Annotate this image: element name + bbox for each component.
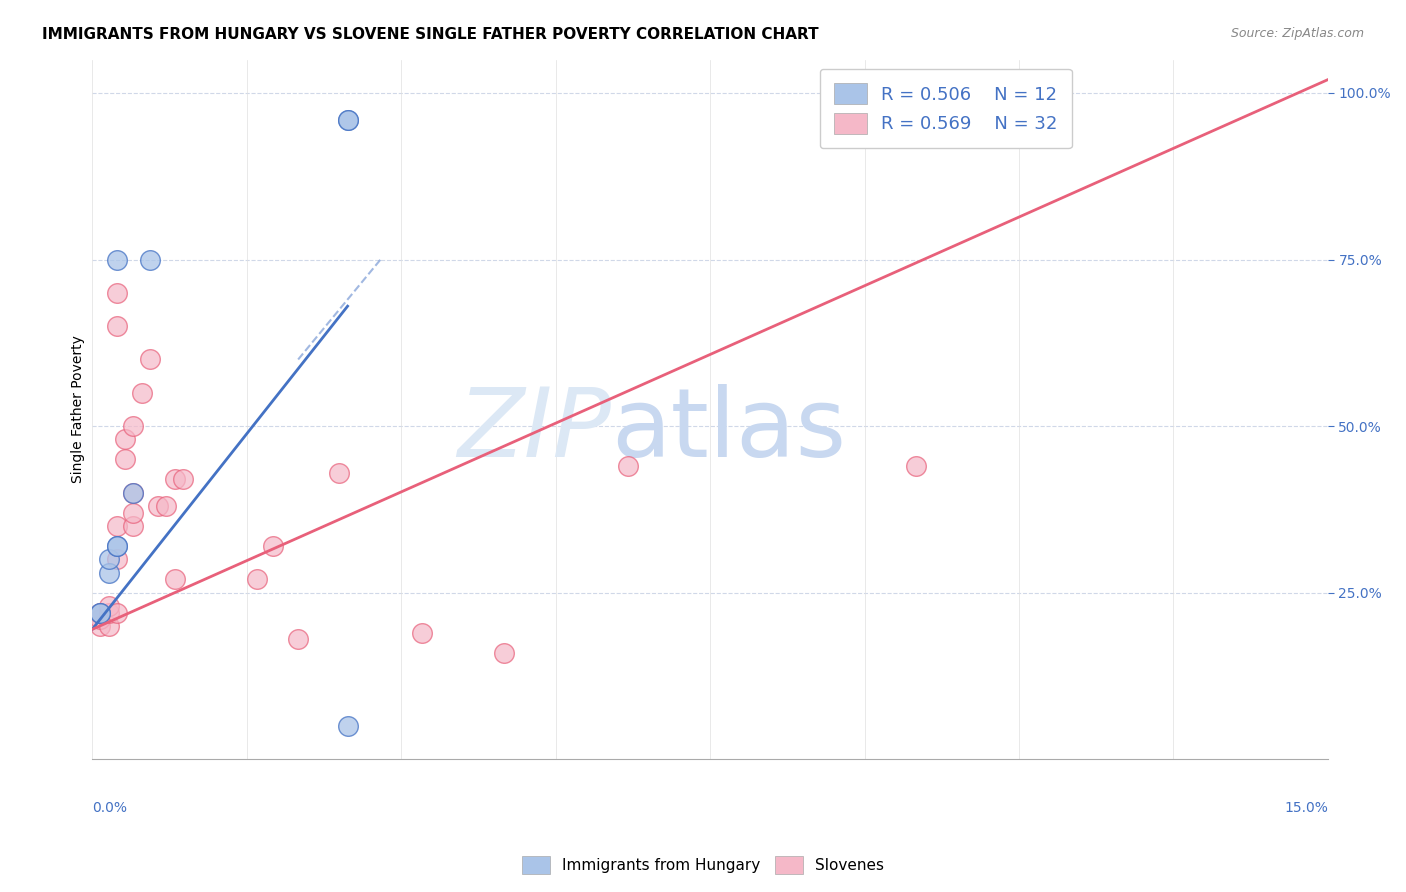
Text: 0.0%: 0.0% <box>93 801 127 815</box>
Point <box>97 606 120 620</box>
Point <box>89 606 111 620</box>
Point <box>97 552 120 566</box>
Point <box>494 646 516 660</box>
Point <box>411 625 433 640</box>
Point <box>105 252 128 267</box>
Point <box>89 619 111 633</box>
Y-axis label: Single Father Poverty: Single Father Poverty <box>72 335 86 483</box>
Point <box>262 539 284 553</box>
Text: Source: ZipAtlas.com: Source: ZipAtlas.com <box>1230 27 1364 40</box>
Text: ZIP: ZIP <box>457 384 612 477</box>
Point <box>89 612 111 626</box>
Point <box>105 539 128 553</box>
Legend: R = 0.506    N = 12, R = 0.569    N = 32: R = 0.506 N = 12, R = 0.569 N = 32 <box>820 69 1071 148</box>
Legend: Immigrants from Hungary, Slovenes: Immigrants from Hungary, Slovenes <box>516 850 890 880</box>
Point <box>122 506 145 520</box>
Point <box>114 452 136 467</box>
Point <box>122 485 145 500</box>
Point <box>122 419 145 434</box>
Point <box>105 539 128 553</box>
Point <box>89 606 111 620</box>
Point <box>172 472 194 486</box>
Point <box>163 472 186 486</box>
Point <box>287 632 309 647</box>
Point <box>155 499 177 513</box>
Point <box>114 433 136 447</box>
Point <box>146 499 169 513</box>
Text: IMMIGRANTS FROM HUNGARY VS SLOVENE SINGLE FATHER POVERTY CORRELATION CHART: IMMIGRANTS FROM HUNGARY VS SLOVENE SINGL… <box>42 27 818 42</box>
Point <box>97 566 120 580</box>
Point <box>105 606 128 620</box>
Point <box>328 466 350 480</box>
Point <box>97 619 120 633</box>
Point <box>246 573 269 587</box>
Point <box>105 552 128 566</box>
Point <box>105 319 128 334</box>
Text: atlas: atlas <box>612 384 846 477</box>
Point <box>336 112 359 127</box>
Point <box>905 459 928 474</box>
Text: 15.0%: 15.0% <box>1284 801 1327 815</box>
Point <box>139 352 162 367</box>
Point <box>139 252 162 267</box>
Point <box>616 459 638 474</box>
Point <box>336 112 359 127</box>
Point <box>97 599 120 613</box>
Point <box>122 519 145 533</box>
Point <box>122 485 145 500</box>
Point <box>163 573 186 587</box>
Point <box>131 385 153 400</box>
Point <box>89 606 111 620</box>
Point <box>105 519 128 533</box>
Point <box>105 285 128 300</box>
Point <box>336 719 359 733</box>
